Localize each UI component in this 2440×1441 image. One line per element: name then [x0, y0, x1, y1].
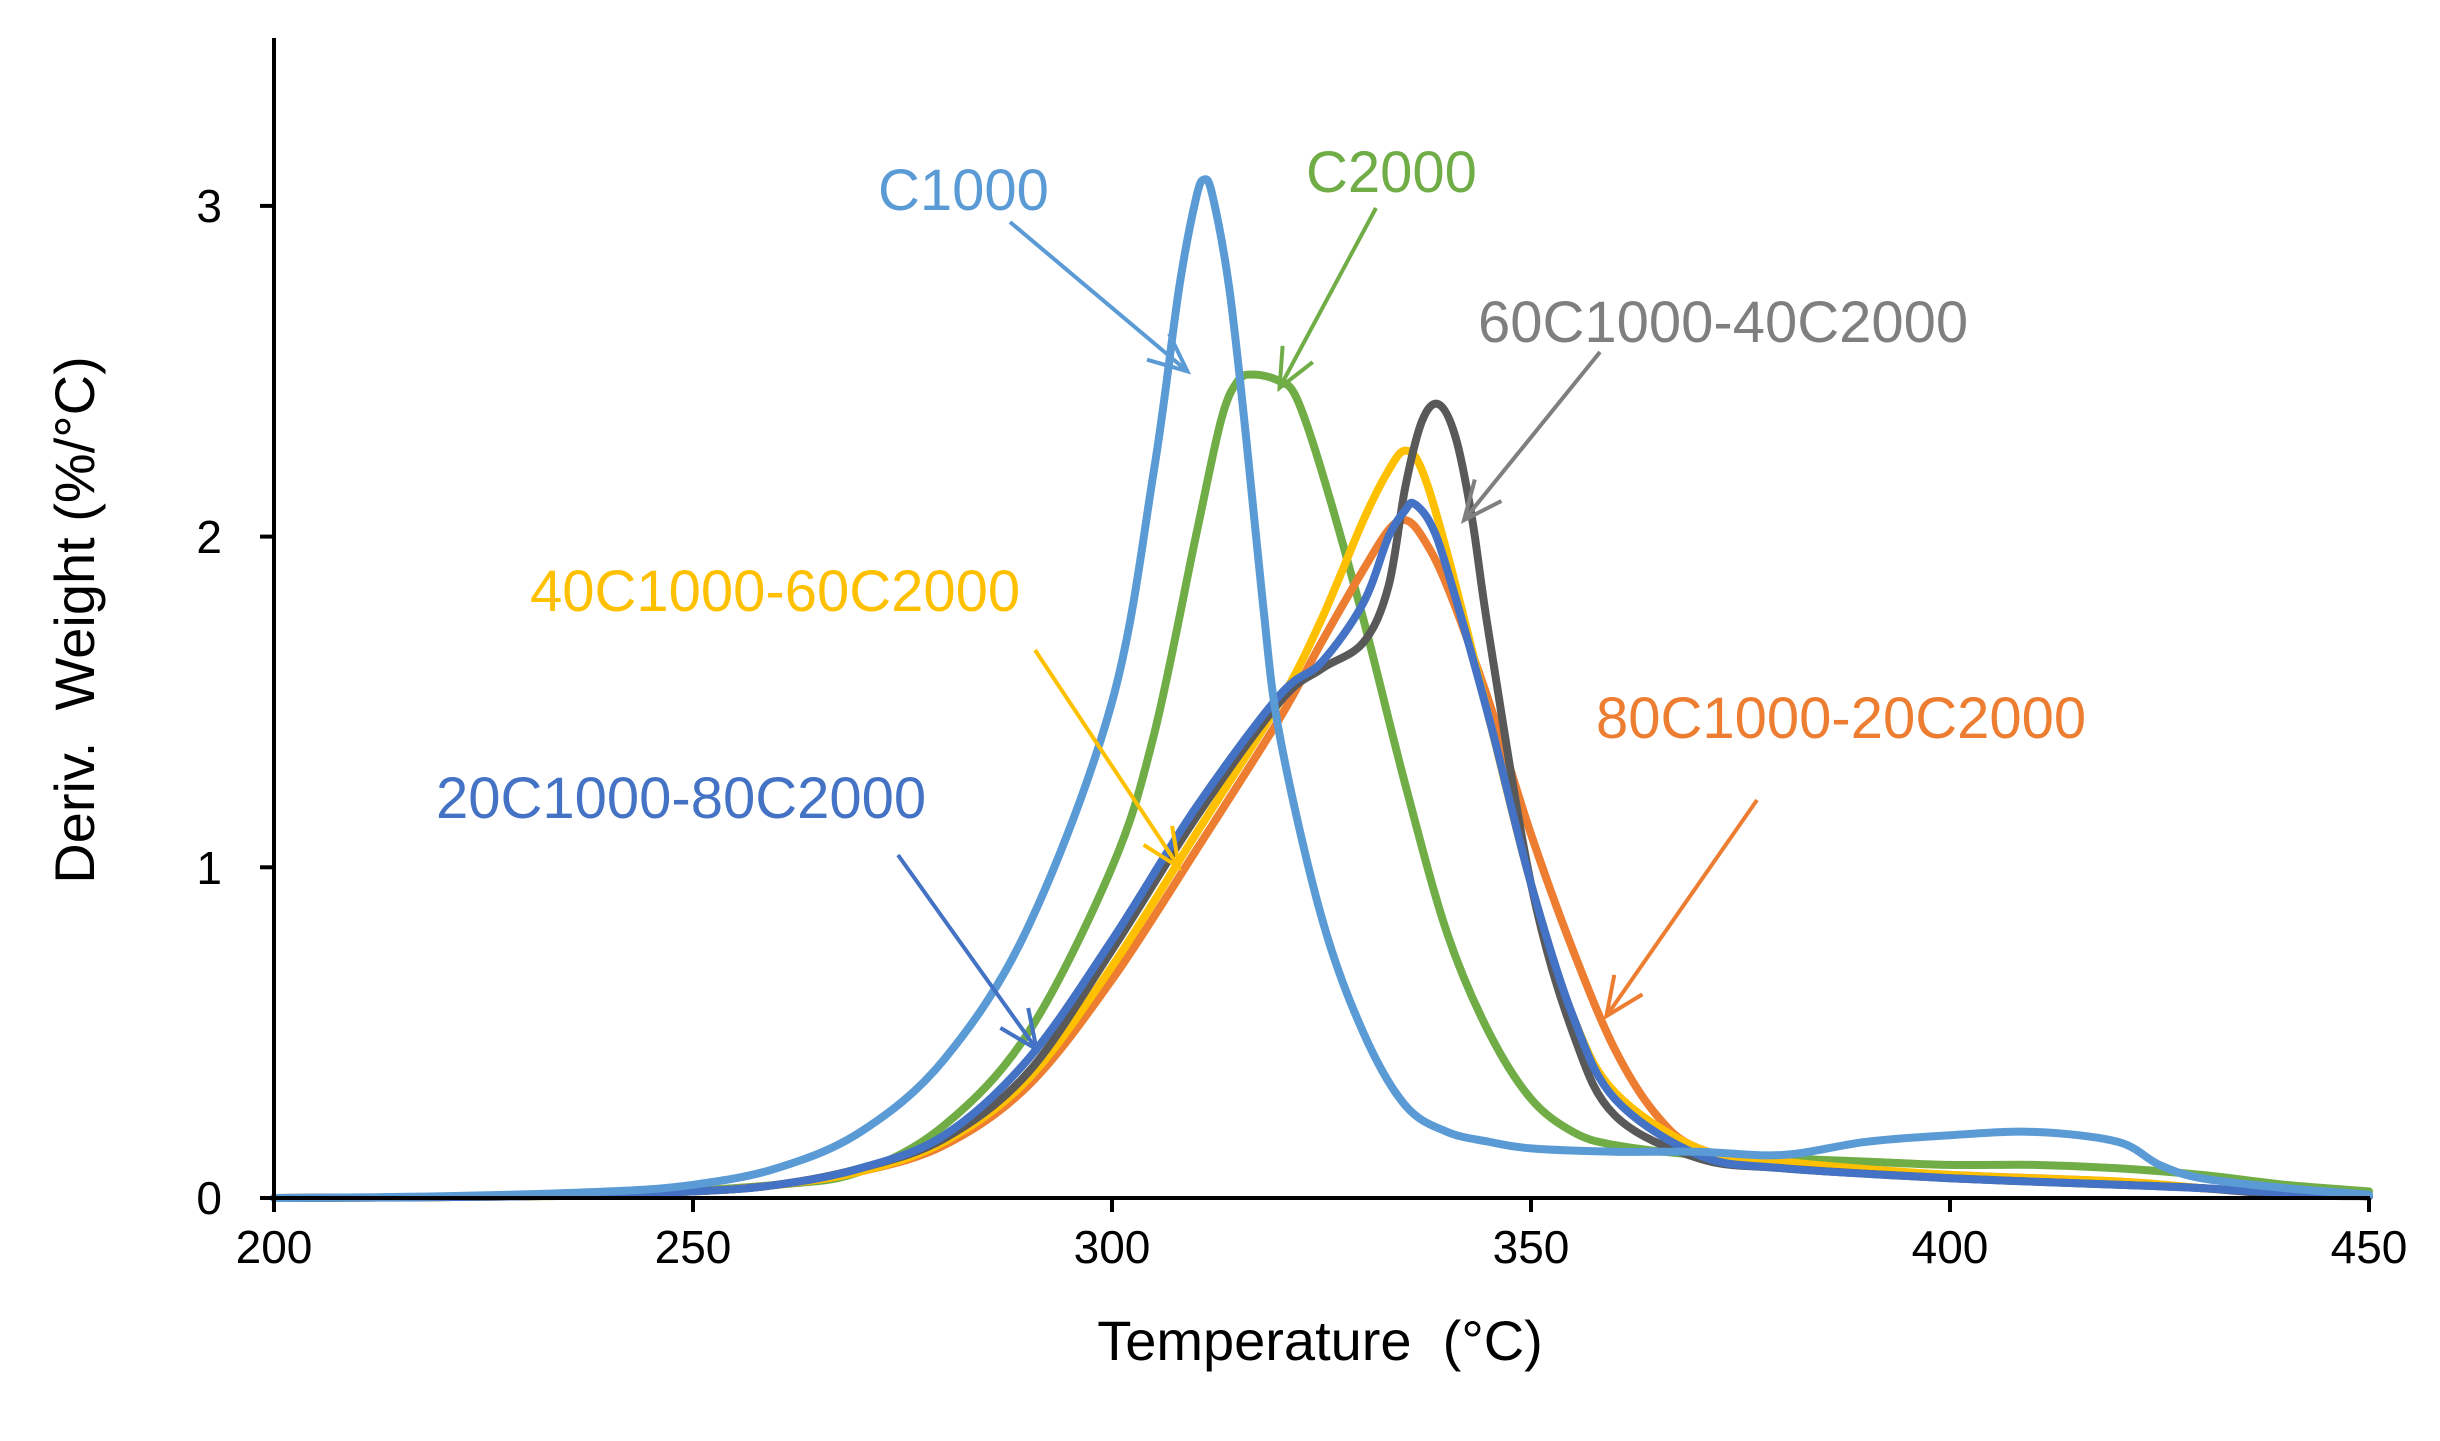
- annotation-c1000: C1000: [878, 158, 1049, 223]
- series-line-20c1000-80c2000: [270, 498, 2373, 1202]
- series-layer: [270, 175, 2373, 1202]
- x-tick-label-350: 350: [1493, 1221, 1570, 1273]
- annotation-arrow-60c1000-40c2000: [1460, 350, 1602, 524]
- series-line-c1000: [270, 175, 2373, 1202]
- arrows-layer: [896, 207, 1759, 1054]
- ticks-layer: [260, 203, 2371, 1212]
- x-tick-label-300: 300: [1074, 1221, 1151, 1273]
- annotation-arrow-80c1000-20c2000: [1603, 798, 1759, 1021]
- x-tick-label-400: 400: [1912, 1221, 1989, 1273]
- annotation-arrow-40c1000-60c2000: [1033, 648, 1182, 872]
- annotation-arrow-c2000: [1277, 207, 1378, 393]
- annotation-arrow-c1000: [1008, 220, 1192, 375]
- y-tick-label-1: 1: [196, 842, 222, 894]
- annotation-60c1000-40c2000: 60C1000-40C2000: [1478, 290, 1968, 355]
- y-tick-label-0: 0: [196, 1172, 222, 1224]
- series-line-c2000: [270, 370, 2373, 1202]
- x-tick-label-250: 250: [655, 1221, 732, 1273]
- y-axis-title: Deriv. Weight (%/°C): [43, 356, 106, 884]
- annotation-arrow-20c1000-80c2000: [896, 853, 1040, 1054]
- annotation-20c1000-80c2000: 20C1000-80C2000: [436, 766, 926, 831]
- annotation-c2000: C2000: [1306, 140, 1477, 205]
- x-tick-label-450: 450: [2331, 1221, 2408, 1273]
- x-tick-label-200: 200: [236, 1221, 313, 1273]
- x-axis-title: Temperature (°C): [1097, 1309, 1543, 1372]
- y-tick-label-2: 2: [196, 511, 222, 563]
- annotation-40c1000-60c2000: 40C1000-60C2000: [530, 559, 1020, 624]
- y-tick-label-3: 3: [196, 180, 222, 232]
- annotation-80c1000-20c2000: 80C1000-20C2000: [1596, 686, 2086, 751]
